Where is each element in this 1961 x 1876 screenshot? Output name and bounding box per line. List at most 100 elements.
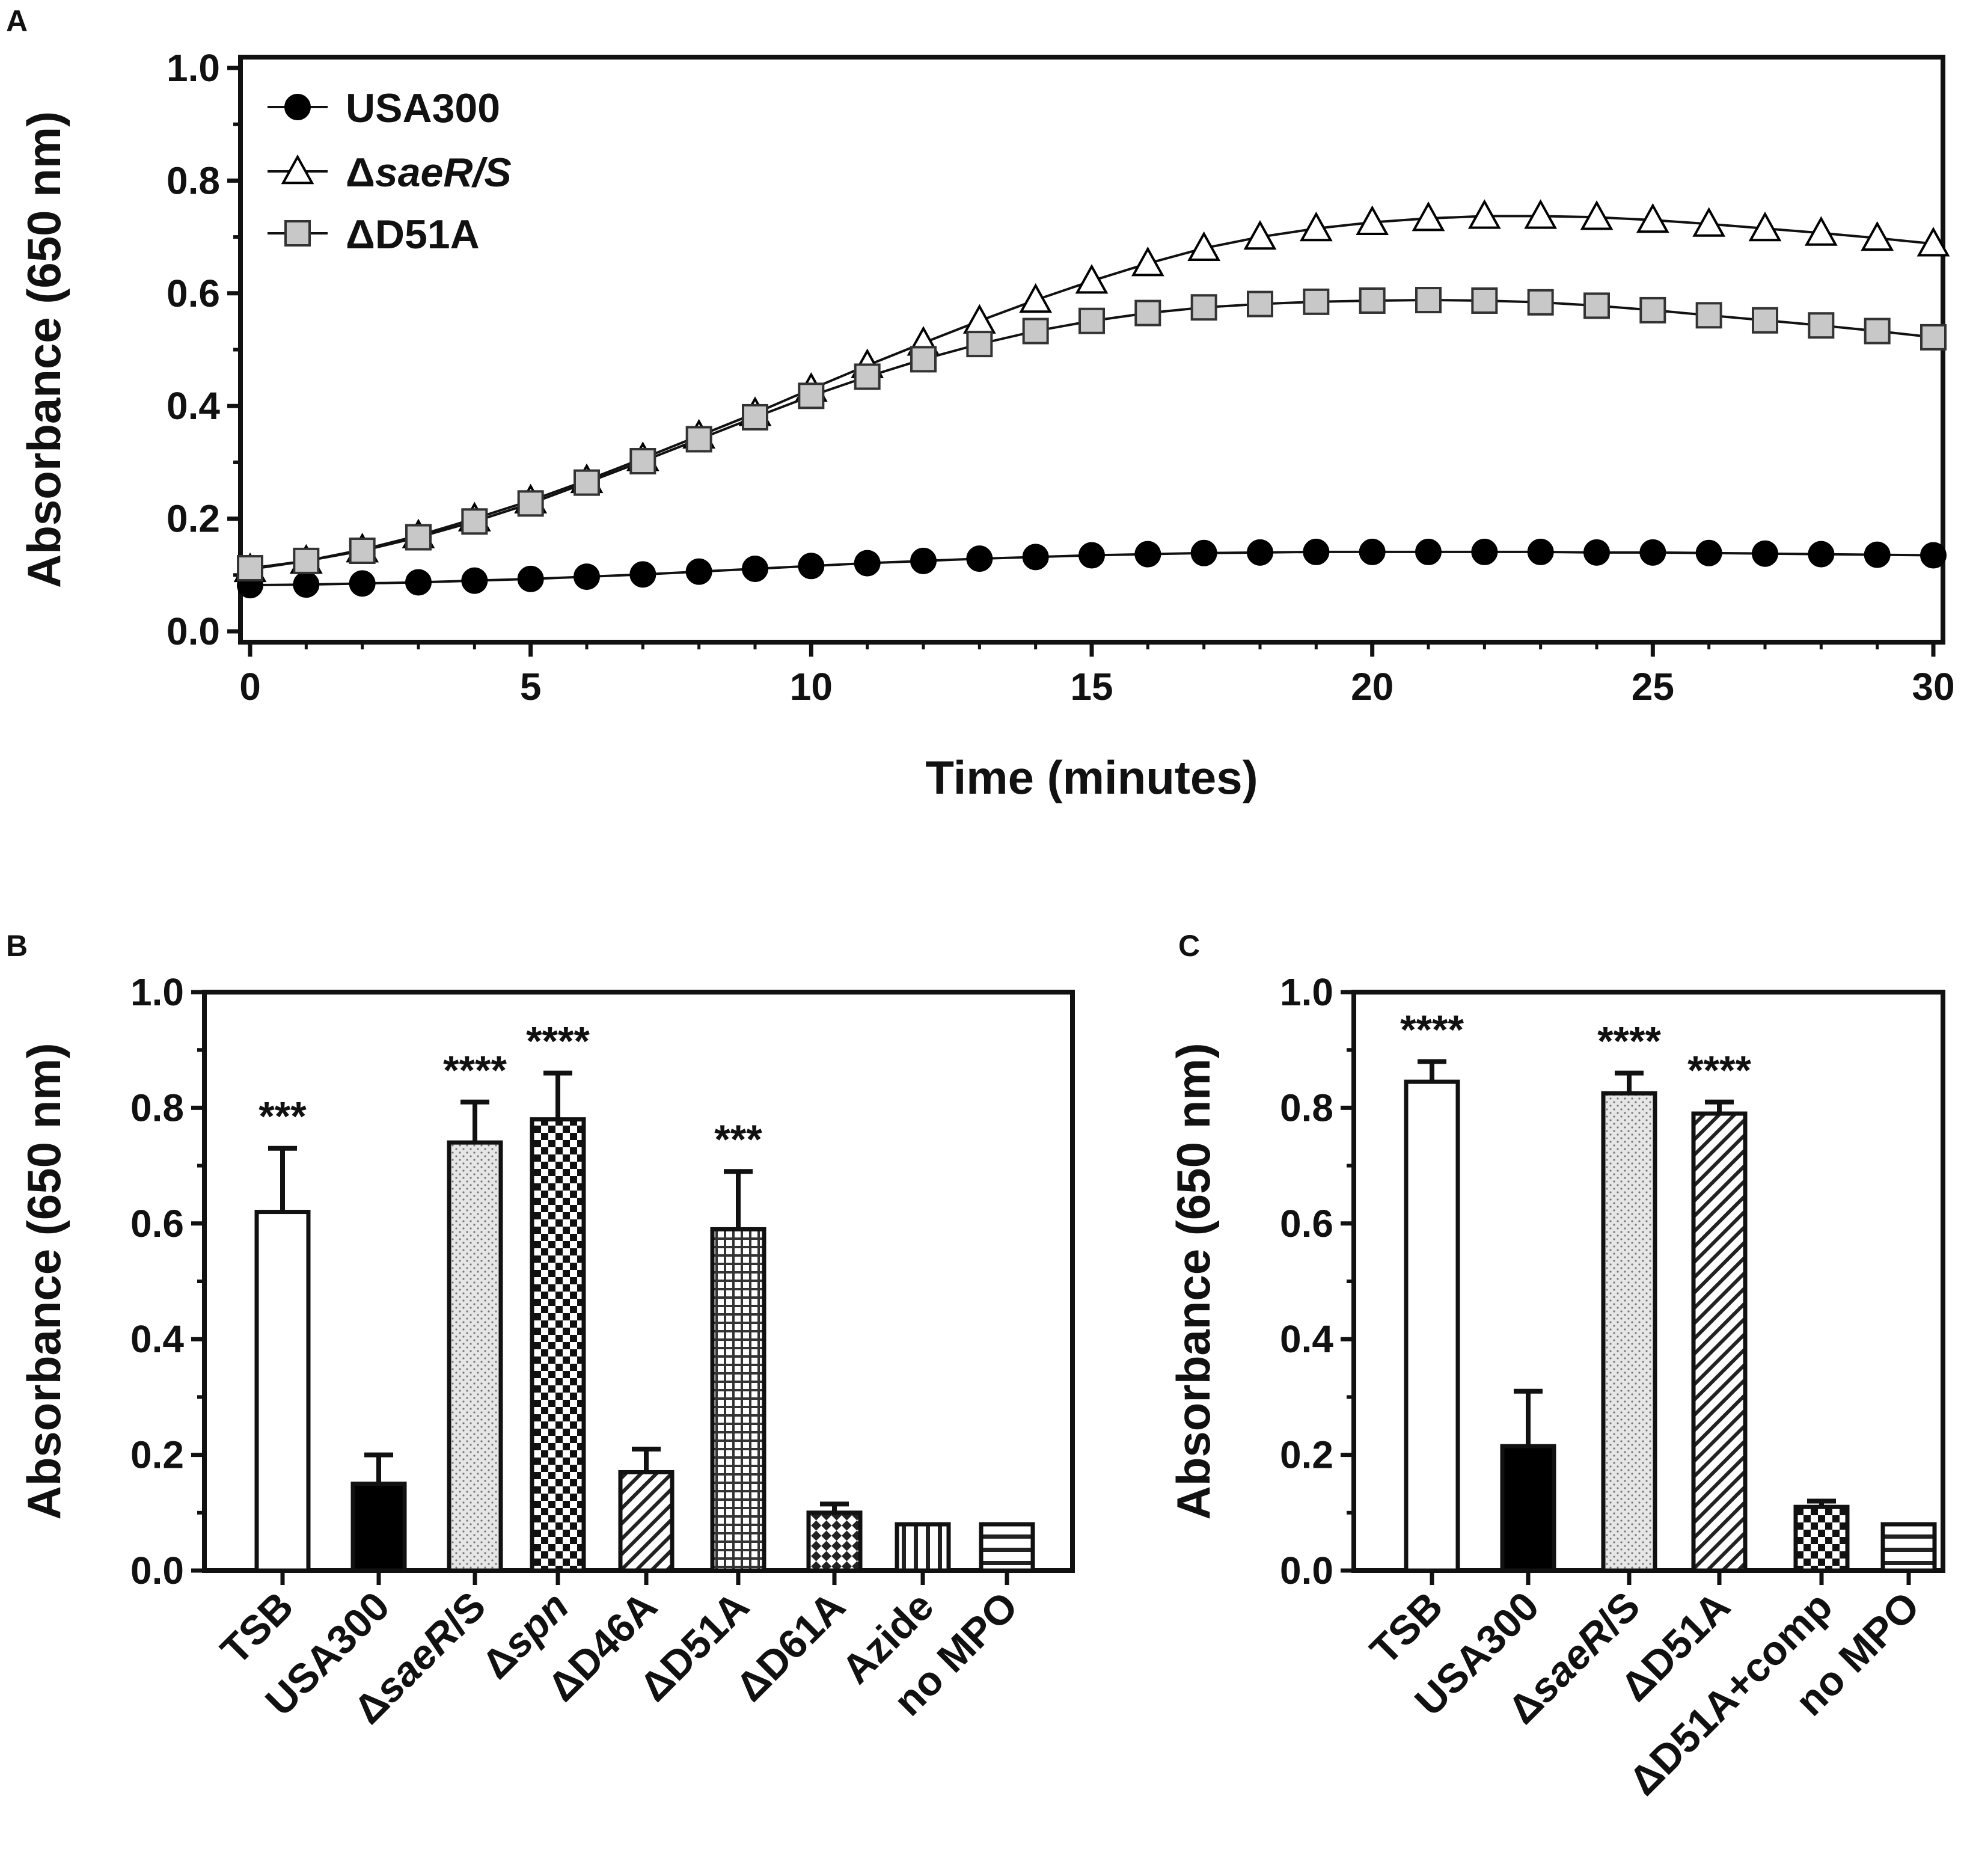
panel-a-point-square [349,538,376,565]
panel-a-legend-label: ΔD51A [346,212,480,257]
panel-a-point-square [517,490,544,517]
panel-a-point-triangle [1467,199,1501,229]
panel-c-bar [1500,1444,1556,1573]
panel-a-point-triangle [1692,207,1726,237]
panel-a-point-square [1808,312,1835,339]
panel-a-point-square [854,363,881,390]
panel-c-significance-stars: **** [1400,1007,1464,1052]
panel-a-point-circle [854,550,881,577]
panel-c-y-tick-label: 1.0 [1280,970,1333,1014]
panel-a-point-circle [1359,538,1386,565]
panel-a-point-triangle [1412,201,1445,231]
panel-a-point-square [1134,299,1161,326]
panel-a-point-triangle [1917,227,1950,257]
panel-c-significance-stars: **** [1687,1047,1751,1093]
panel-a-legend-label-part: USA300 [346,85,500,131]
panel-b-category-label-part: ΔD61A [727,1583,854,1710]
panel-c-y-tick-label: 0.2 [1280,1433,1333,1477]
panel-b-bar [806,1510,863,1573]
panel-a-point-square [1022,317,1049,345]
panel-b-y-tick-label: 0.0 [130,1549,184,1592]
panel-a-point-triangle [1356,205,1389,235]
panel-c-significance-stars: **** [1597,1019,1661,1064]
panel-a-point-circle [293,571,320,598]
panel-a-point-triangle [1131,247,1164,277]
panel-a-point-circle [1471,538,1498,565]
panel-b-significance-stars: *** [259,1094,307,1139]
panel-a-point-triangle [1075,264,1109,294]
panel-a-point-square [629,448,656,475]
panel-a-point-square [1247,290,1273,317]
panel-c-bar [1691,1111,1748,1573]
panel-a-point-square [1864,317,1891,345]
panel-b-category-label: ΔD61A [727,1583,854,1710]
panel-a-point-circle [1022,544,1049,571]
panel-a-point-circle [1247,539,1273,566]
panel-a-point-circle [1190,539,1217,566]
panel-a-point-triangle [1804,216,1838,246]
panel-a-point-circle [1808,541,1835,568]
panel-a-point-square [1303,288,1330,315]
panel-a-y-tick-label: 0.2 [167,497,220,541]
panel-a-point-circle [1639,539,1666,566]
panel-a-point-square [1695,302,1722,329]
panel-a-point-circle [1415,538,1442,565]
panel-b-y-tick-label: 0.4 [130,1317,184,1361]
panel-a-point-square [966,331,993,358]
panel-b-bar [979,1522,1035,1573]
panel-a-point-circle [798,553,825,580]
panel-a-point-circle [1752,540,1778,567]
panel-c-letter: C [1178,929,1200,963]
panel-c-bar [1880,1522,1937,1573]
panel-a-legend-marker-square [284,220,311,247]
panel-b-bar [618,1470,675,1573]
panel-a-point-triangle [1861,221,1894,251]
panel-a-letter: A [6,4,28,38]
panel-a-y-tick-label: 0.6 [167,272,220,315]
panel-a-point-square [1752,307,1778,334]
panel-b-y-tick-label: 0.6 [130,1202,184,1245]
panel-a-point-triangle [1748,211,1782,242]
panel-a-point-square [1359,287,1386,314]
panel-a-point-square [1583,292,1610,319]
panel-a-series-line [249,299,1934,570]
panel-a-legend-label-part: saeR/S [375,150,512,195]
panel-a-point-triangle [1299,211,1333,242]
panel-c-bar [1793,1504,1850,1573]
panel-a-y-tick-label: 1.0 [167,46,220,90]
panel-a-y-tick-label: 0.8 [167,159,220,202]
panel-a-legend-label: USA300 [346,85,500,131]
panel-c-y-axis-title: Absorbance (650 nm) [1167,1043,1220,1519]
panel-c-y-tick-label: 0.6 [1280,1202,1333,1245]
panel-a-point-circle [910,547,937,574]
panel-a-point-square [910,346,937,373]
panel-a-y-tick-label: 0.0 [167,610,220,653]
panel-c-y-tick-label: 0.8 [1280,1086,1333,1129]
panel-a-x-tick-label: 20 [1351,665,1394,708]
panel-c-y-tick-label: 0.4 [1280,1317,1333,1361]
panel-a-point-circle [1527,538,1554,565]
panel-a-point-circle [742,555,768,582]
panel-b-y-tick-label: 0.8 [130,1086,184,1129]
panel-b-bar [447,1140,503,1573]
panel-a-x-tick-label: 0 [239,665,261,708]
panel-a-point-circle [1864,541,1891,568]
panel-b-y-tick-label: 1.0 [130,970,184,1014]
panel-a-point-triangle [1636,203,1669,233]
panel-a-point-circle [1920,542,1947,569]
panel-b-bar [530,1117,586,1573]
panel-a-point-square [293,547,320,574]
panel-b-y-tick-label: 0.2 [130,1433,184,1477]
panel-a-y-tick-label: 0.4 [167,384,220,428]
panel-a-point-circle [966,545,993,572]
panel-a-point-triangle [1524,199,1558,229]
panel-a-point-square [1471,287,1498,314]
panel-a-point-square [1078,307,1105,334]
panel-a-x-tick-label: 15 [1070,665,1113,708]
panel-a-point-triangle [1187,231,1221,262]
panel-a-point-square [574,469,600,496]
panel-a-legend-label-part: Δ [346,150,375,195]
panel-a-x-tick-label: 10 [790,665,833,708]
panel-b-bar [710,1227,766,1573]
